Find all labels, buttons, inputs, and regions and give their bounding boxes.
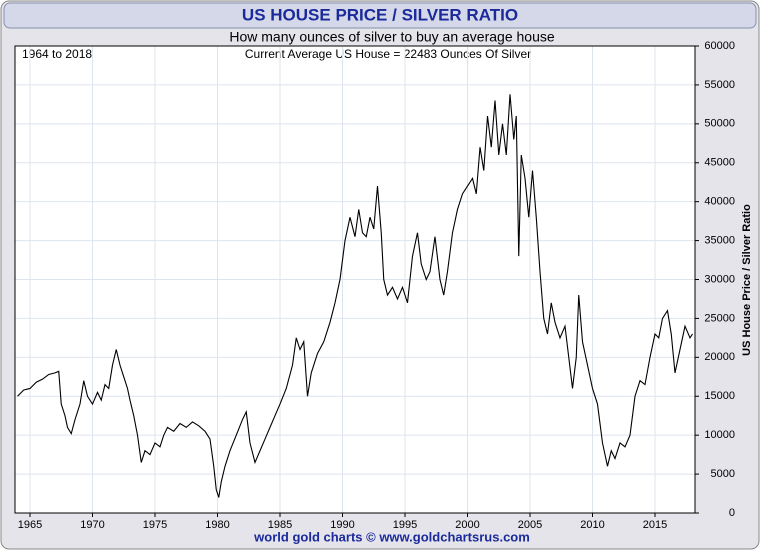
x-tick-label: 1985 <box>268 519 292 531</box>
y-tick-label: 10000 <box>704 429 735 441</box>
x-tick-label: 2010 <box>580 519 604 531</box>
annotation: 1964 to 2018 <box>22 47 92 61</box>
y-tick-label: 0 <box>729 507 735 519</box>
x-tick-label: 1980 <box>205 519 229 531</box>
data-line <box>17 94 693 498</box>
x-tick-label: 2005 <box>518 519 542 531</box>
plot-border <box>14 45 696 514</box>
y-tick-label: 25000 <box>704 312 735 324</box>
y-tick-label: 40000 <box>704 196 735 208</box>
y-tick-label: 5000 <box>711 468 735 480</box>
x-tick-label: 2015 <box>643 519 667 531</box>
x-tick-label: 1965 <box>18 519 42 531</box>
x-tick-label: 1990 <box>330 519 354 531</box>
footer: world gold charts © www.goldchartsrus.co… <box>253 529 530 544</box>
chart-title: US HOUSE PRICE / SILVER RATIO <box>242 5 518 24</box>
x-tick-label: 1995 <box>393 519 417 531</box>
y-tick-label: 55000 <box>704 79 735 91</box>
y-tick-label: 30000 <box>704 273 735 285</box>
title-bar <box>3 2 757 29</box>
subtitle: How many ounces of silver to buy an aver… <box>229 29 555 45</box>
y-tick-label: 15000 <box>704 390 735 402</box>
x-tick-label: 1970 <box>80 519 104 531</box>
y-tick-label: 45000 <box>704 157 735 169</box>
y-tick-label: 60000 <box>704 40 735 52</box>
y-tick-label: 20000 <box>704 351 735 363</box>
y-tick-label: 35000 <box>704 234 735 246</box>
y-axis-title: US House Price / Silver Ratio <box>741 204 753 356</box>
annotation: Current Average US House = 22483 Ounces … <box>245 47 531 61</box>
x-tick-label: 1975 <box>143 519 167 531</box>
y-tick-label: 50000 <box>704 118 735 130</box>
x-tick-label: 2000 <box>455 519 479 531</box>
